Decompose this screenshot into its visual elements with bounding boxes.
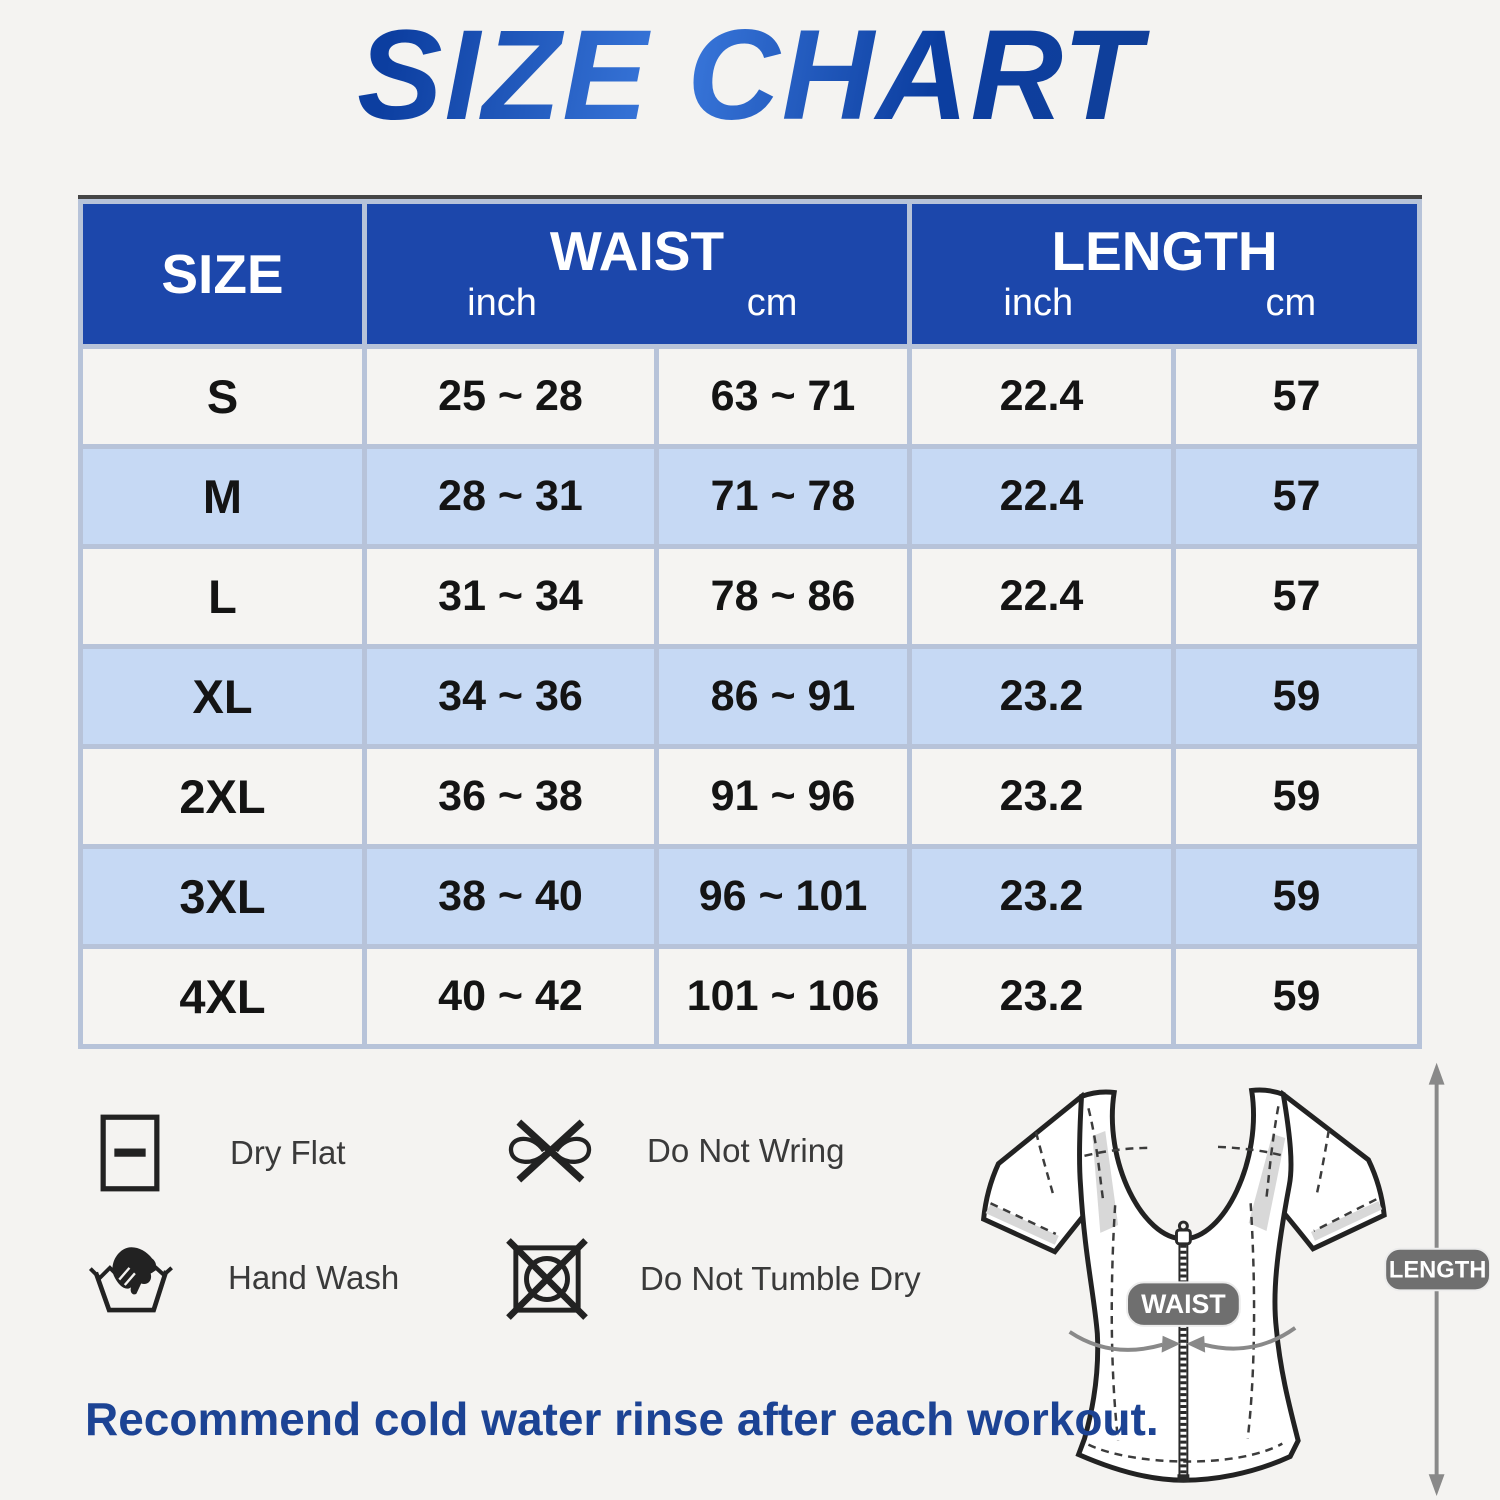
waist-badge-label: WAIST (1141, 1289, 1226, 1319)
size-cell: 2XL (83, 749, 362, 844)
waist-inch-cell: 36 ~ 38 (367, 749, 654, 844)
care-label: Do Not Tumble Dry (640, 1260, 921, 1297)
waist-inch-subheader: inch (467, 282, 537, 325)
length-header-label: LENGTH (1051, 219, 1278, 282)
length-inch-cell: 23.2 (912, 849, 1172, 944)
waist-inch-cell: 31 ~ 34 (367, 549, 654, 644)
length-inch-cell: 22.4 (912, 449, 1172, 544)
table-row-m: M 28 ~ 31 71 ~ 78 22.4 57 (83, 449, 1418, 544)
size-table: SIZE WAIST inch cm LENGTH inch cm (78, 195, 1423, 1049)
column-header-waist: WAIST inch cm (367, 204, 908, 344)
waist-badge: WAIST (1126, 1281, 1241, 1327)
waist-cm-cell: 78 ~ 86 (659, 549, 908, 644)
care-label: Dry Flat (230, 1134, 346, 1171)
table-row-l: L 31 ~ 34 78 ~ 86 22.4 57 (83, 549, 1418, 644)
table-row-4xl: 4XL 40 ~ 42 101 ~ 106 23.2 59 (83, 949, 1418, 1044)
size-cell: 3XL (83, 849, 362, 944)
table-row-s: S 25 ~ 28 63 ~ 71 22.4 57 (83, 349, 1418, 444)
length-inch-cell: 22.4 (912, 549, 1172, 644)
waist-cm-cell: 63 ~ 71 (659, 349, 908, 444)
length-badge: LENGTH (1384, 1247, 1490, 1292)
seam-lines (989, 1106, 1377, 1463)
size-table-body: S 25 ~ 28 63 ~ 71 22.4 57 M 28 ~ 31 71 ~… (83, 349, 1418, 1044)
care-item-do-not-wring: Do Not Wring (503, 1112, 844, 1190)
column-header-size: SIZE (83, 204, 362, 344)
care-item-hand-wash: Hand Wash (88, 1238, 399, 1318)
page-title: SIZE CHART (0, 2, 1500, 149)
header-row: SIZE WAIST inch cm LENGTH inch cm (83, 204, 1418, 344)
waist-inch-cell: 40 ~ 42 (367, 949, 654, 1044)
waist-cm-cell: 101 ~ 106 (659, 949, 908, 1044)
footer-note: Recommend cold water rinse after each wo… (85, 1393, 1159, 1445)
waist-cm-cell: 86 ~ 91 (659, 649, 908, 744)
hand-wash-icon (88, 1247, 173, 1313)
length-cm-cell: 59 (1176, 849, 1418, 944)
length-cm-cell: 59 (1176, 949, 1418, 1044)
length-cm-cell: 57 (1176, 549, 1418, 644)
length-subheaders: inch cm (912, 282, 1417, 325)
waist-inch-cell: 28 ~ 31 (367, 449, 654, 544)
care-label: Hand Wash (228, 1259, 400, 1296)
garment-diagram: WAIST LENGTH (980, 1062, 1490, 1497)
waist-cm-cell: 96 ~ 101 (659, 849, 908, 944)
waist-cm-cell: 71 ~ 78 (659, 449, 908, 544)
table-row-2xl: 2XL 36 ~ 38 91 ~ 96 23.2 59 (83, 749, 1418, 844)
dry-flat-icon (100, 1114, 160, 1192)
waist-subheaders: inch cm (367, 282, 907, 325)
length-inch-cell: 23.2 (912, 749, 1172, 844)
waist-inch-cell: 34 ~ 36 (367, 649, 654, 744)
care-item-do-not-tumble-dry: Do Not Tumble Dry (506, 1238, 921, 1320)
column-header-length: LENGTH inch cm (912, 204, 1418, 344)
care-item-dry-flat: Dry Flat (92, 1112, 346, 1194)
waist-inch-cell: 25 ~ 28 (367, 349, 654, 444)
length-inch-cell: 23.2 (912, 949, 1172, 1044)
waist-measure-arrows (1068, 1326, 1297, 1353)
table-row-xl: XL 34 ~ 36 86 ~ 91 23.2 59 (83, 649, 1418, 744)
size-table-header: SIZE WAIST inch cm LENGTH inch cm (83, 204, 1418, 344)
length-cm-cell: 57 (1176, 349, 1418, 444)
size-cell: 4XL (83, 949, 362, 1044)
length-badge-label: LENGTH (1389, 1257, 1487, 1283)
length-cm-cell: 57 (1176, 449, 1418, 544)
table-row-3xl: 3XL 38 ~ 40 96 ~ 101 23.2 59 (83, 849, 1418, 944)
length-inch-cell: 23.2 (912, 649, 1172, 744)
length-cm-cell: 59 (1176, 749, 1418, 844)
do-not-tumble-dry-icon (506, 1238, 588, 1320)
length-inch-cell: 22.4 (912, 349, 1172, 444)
size-cell: L (83, 549, 362, 644)
length-cm-subheader: cm (1265, 282, 1317, 325)
waist-cm-cell: 91 ~ 96 (659, 749, 908, 844)
size-cell: M (83, 449, 362, 544)
size-cell: S (83, 349, 362, 444)
size-cell: XL (83, 649, 362, 744)
do-not-wring-icon (508, 1119, 592, 1183)
waist-inch-cell: 38 ~ 40 (367, 849, 654, 944)
length-cm-cell: 59 (1176, 649, 1418, 744)
length-inch-subheader: inch (1003, 282, 1074, 325)
care-label: Do Not Wring (647, 1132, 845, 1169)
waist-header-label: WAIST (549, 219, 725, 282)
waist-cm-subheader: cm (746, 282, 798, 325)
